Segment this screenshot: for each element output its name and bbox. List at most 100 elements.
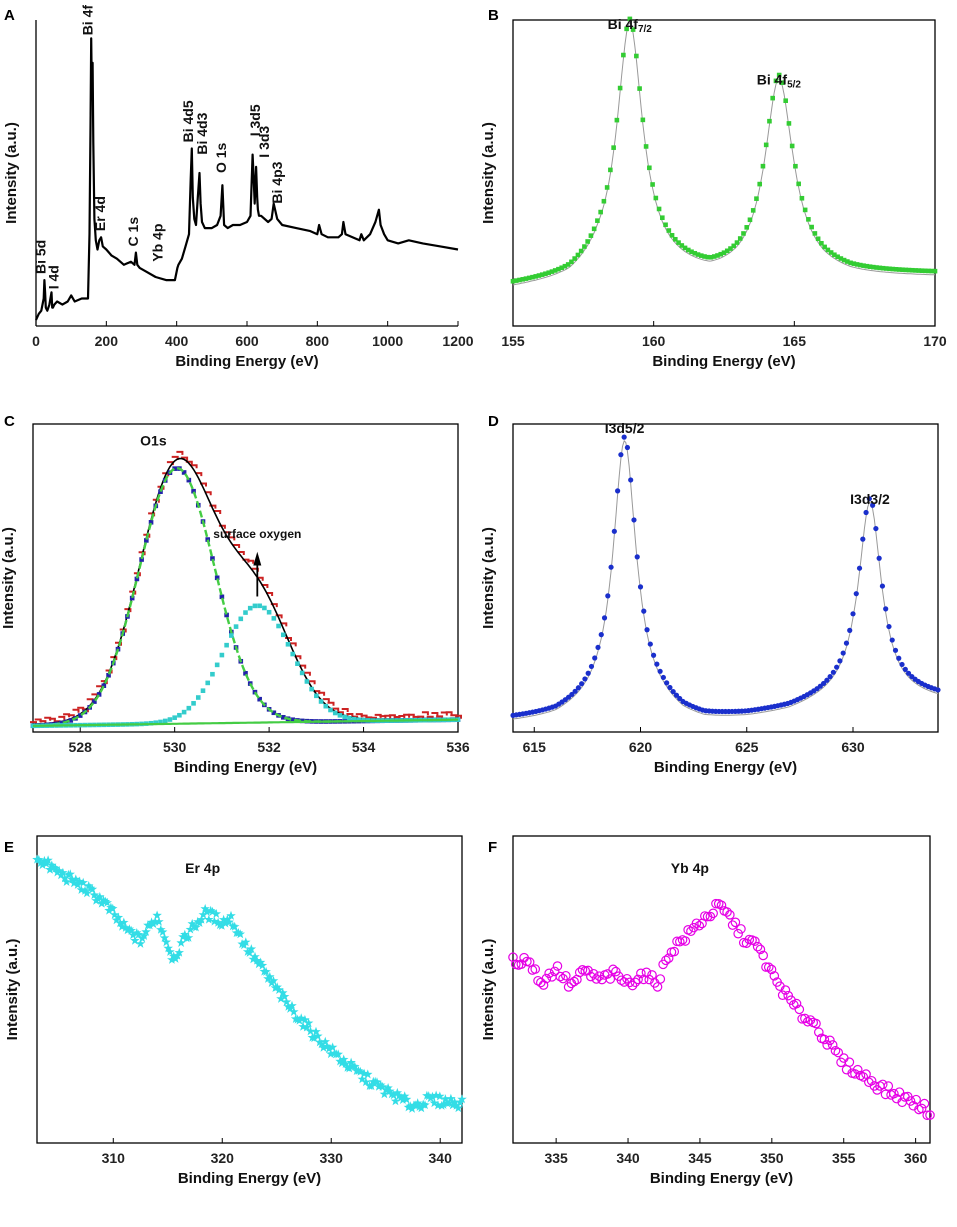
data-point-surface-oxygen <box>200 688 206 693</box>
data-point <box>722 907 732 917</box>
x-tick-label: 335 <box>544 1150 568 1166</box>
data-point <box>650 182 655 187</box>
data-point <box>333 1049 343 1059</box>
data-point <box>340 1059 351 1068</box>
data-point <box>435 1091 445 1101</box>
y-axis-title: Intensity (a.u.) <box>0 527 17 629</box>
data-point-surface-oxygen <box>356 717 362 723</box>
data-point <box>725 910 735 920</box>
data-point <box>159 933 170 942</box>
data-point <box>667 684 673 691</box>
x-tick-label: 630 <box>841 739 865 755</box>
data-point-o1s <box>214 575 220 581</box>
data-point <box>572 688 578 694</box>
data-point <box>585 670 591 676</box>
data-point-o1s <box>280 715 286 720</box>
data-point <box>935 687 941 693</box>
data-point-o1s <box>59 720 64 726</box>
data-point <box>926 268 931 274</box>
x-tick-label: 600 <box>235 333 259 349</box>
raw-data-step <box>86 698 94 703</box>
y-axis-title: Intensity (a.u.) <box>480 122 497 224</box>
data-point <box>274 985 284 994</box>
data-point-o1s <box>148 519 154 525</box>
data-point <box>585 239 590 244</box>
data-point-surface-oxygen <box>229 633 234 638</box>
data-point <box>405 1101 415 1111</box>
data-point <box>708 254 714 260</box>
data-point-surface-oxygen <box>186 705 192 711</box>
data-point <box>230 921 240 931</box>
data-point <box>383 1083 393 1092</box>
data-point <box>549 966 560 977</box>
data-point <box>446 1093 456 1103</box>
data-point <box>843 640 850 646</box>
x-tick-label: 800 <box>306 333 330 349</box>
data-point <box>579 681 585 687</box>
data-point <box>674 936 685 947</box>
data-point <box>644 974 655 985</box>
data-point <box>780 985 791 995</box>
data-point <box>394 1090 404 1100</box>
data-point <box>133 929 144 939</box>
x-tick-label: 1000 <box>372 333 403 349</box>
data-point <box>510 278 516 284</box>
data-point <box>591 226 597 232</box>
data-point <box>39 855 50 865</box>
raw-data-line <box>512 21 935 286</box>
data-point <box>682 245 688 251</box>
x-tick-label: 340 <box>616 1150 640 1166</box>
data-point <box>204 914 214 924</box>
data-point-surface-oxygen <box>205 680 211 686</box>
data-point-o1s <box>224 612 229 618</box>
data-point <box>196 914 207 924</box>
x-tick-label: 345 <box>688 1150 712 1166</box>
data-point <box>861 263 866 268</box>
data-point <box>605 974 616 984</box>
data-point <box>146 917 157 927</box>
data-point <box>858 262 863 268</box>
data-point <box>894 1087 905 1097</box>
data-point <box>705 254 711 260</box>
data-point <box>824 677 830 683</box>
data-point <box>54 865 64 875</box>
data-point <box>520 277 526 282</box>
data-point <box>150 916 160 926</box>
x-tick-label: 536 <box>446 739 470 755</box>
data-point-o1s <box>134 576 140 582</box>
data-point <box>109 909 120 919</box>
data-point <box>58 867 68 877</box>
raw-data-step <box>119 628 127 633</box>
data-point <box>767 118 772 124</box>
data-point <box>685 247 691 253</box>
data-point-o1s <box>101 683 107 688</box>
data-point <box>780 80 785 85</box>
data-point <box>207 906 218 916</box>
data-point <box>769 971 780 981</box>
data-point <box>132 928 142 937</box>
data-point <box>390 1096 401 1106</box>
peak-label: Bi 4d5 <box>180 100 196 142</box>
data-point <box>641 608 647 614</box>
peak-label: Er 4p <box>185 860 220 876</box>
data-point <box>287 1000 297 1010</box>
data-point <box>663 953 674 964</box>
data-point <box>283 1001 294 1011</box>
data-point <box>840 650 846 656</box>
data-point-o1s <box>243 670 248 676</box>
data-point <box>628 477 634 483</box>
data-point <box>311 1026 321 1036</box>
data-point <box>598 209 603 215</box>
data-point-surface-oxygen <box>238 616 244 622</box>
data-point <box>736 924 746 934</box>
data-point <box>108 903 118 913</box>
data-point <box>536 273 542 278</box>
data-point-surface-oxygen <box>342 714 347 720</box>
raw-data-step <box>398 715 406 719</box>
data-point <box>602 969 613 979</box>
data-point <box>850 611 856 617</box>
data-point <box>615 488 621 494</box>
data-point <box>233 928 244 937</box>
raw-data-step <box>247 559 255 564</box>
data-point <box>621 52 626 58</box>
